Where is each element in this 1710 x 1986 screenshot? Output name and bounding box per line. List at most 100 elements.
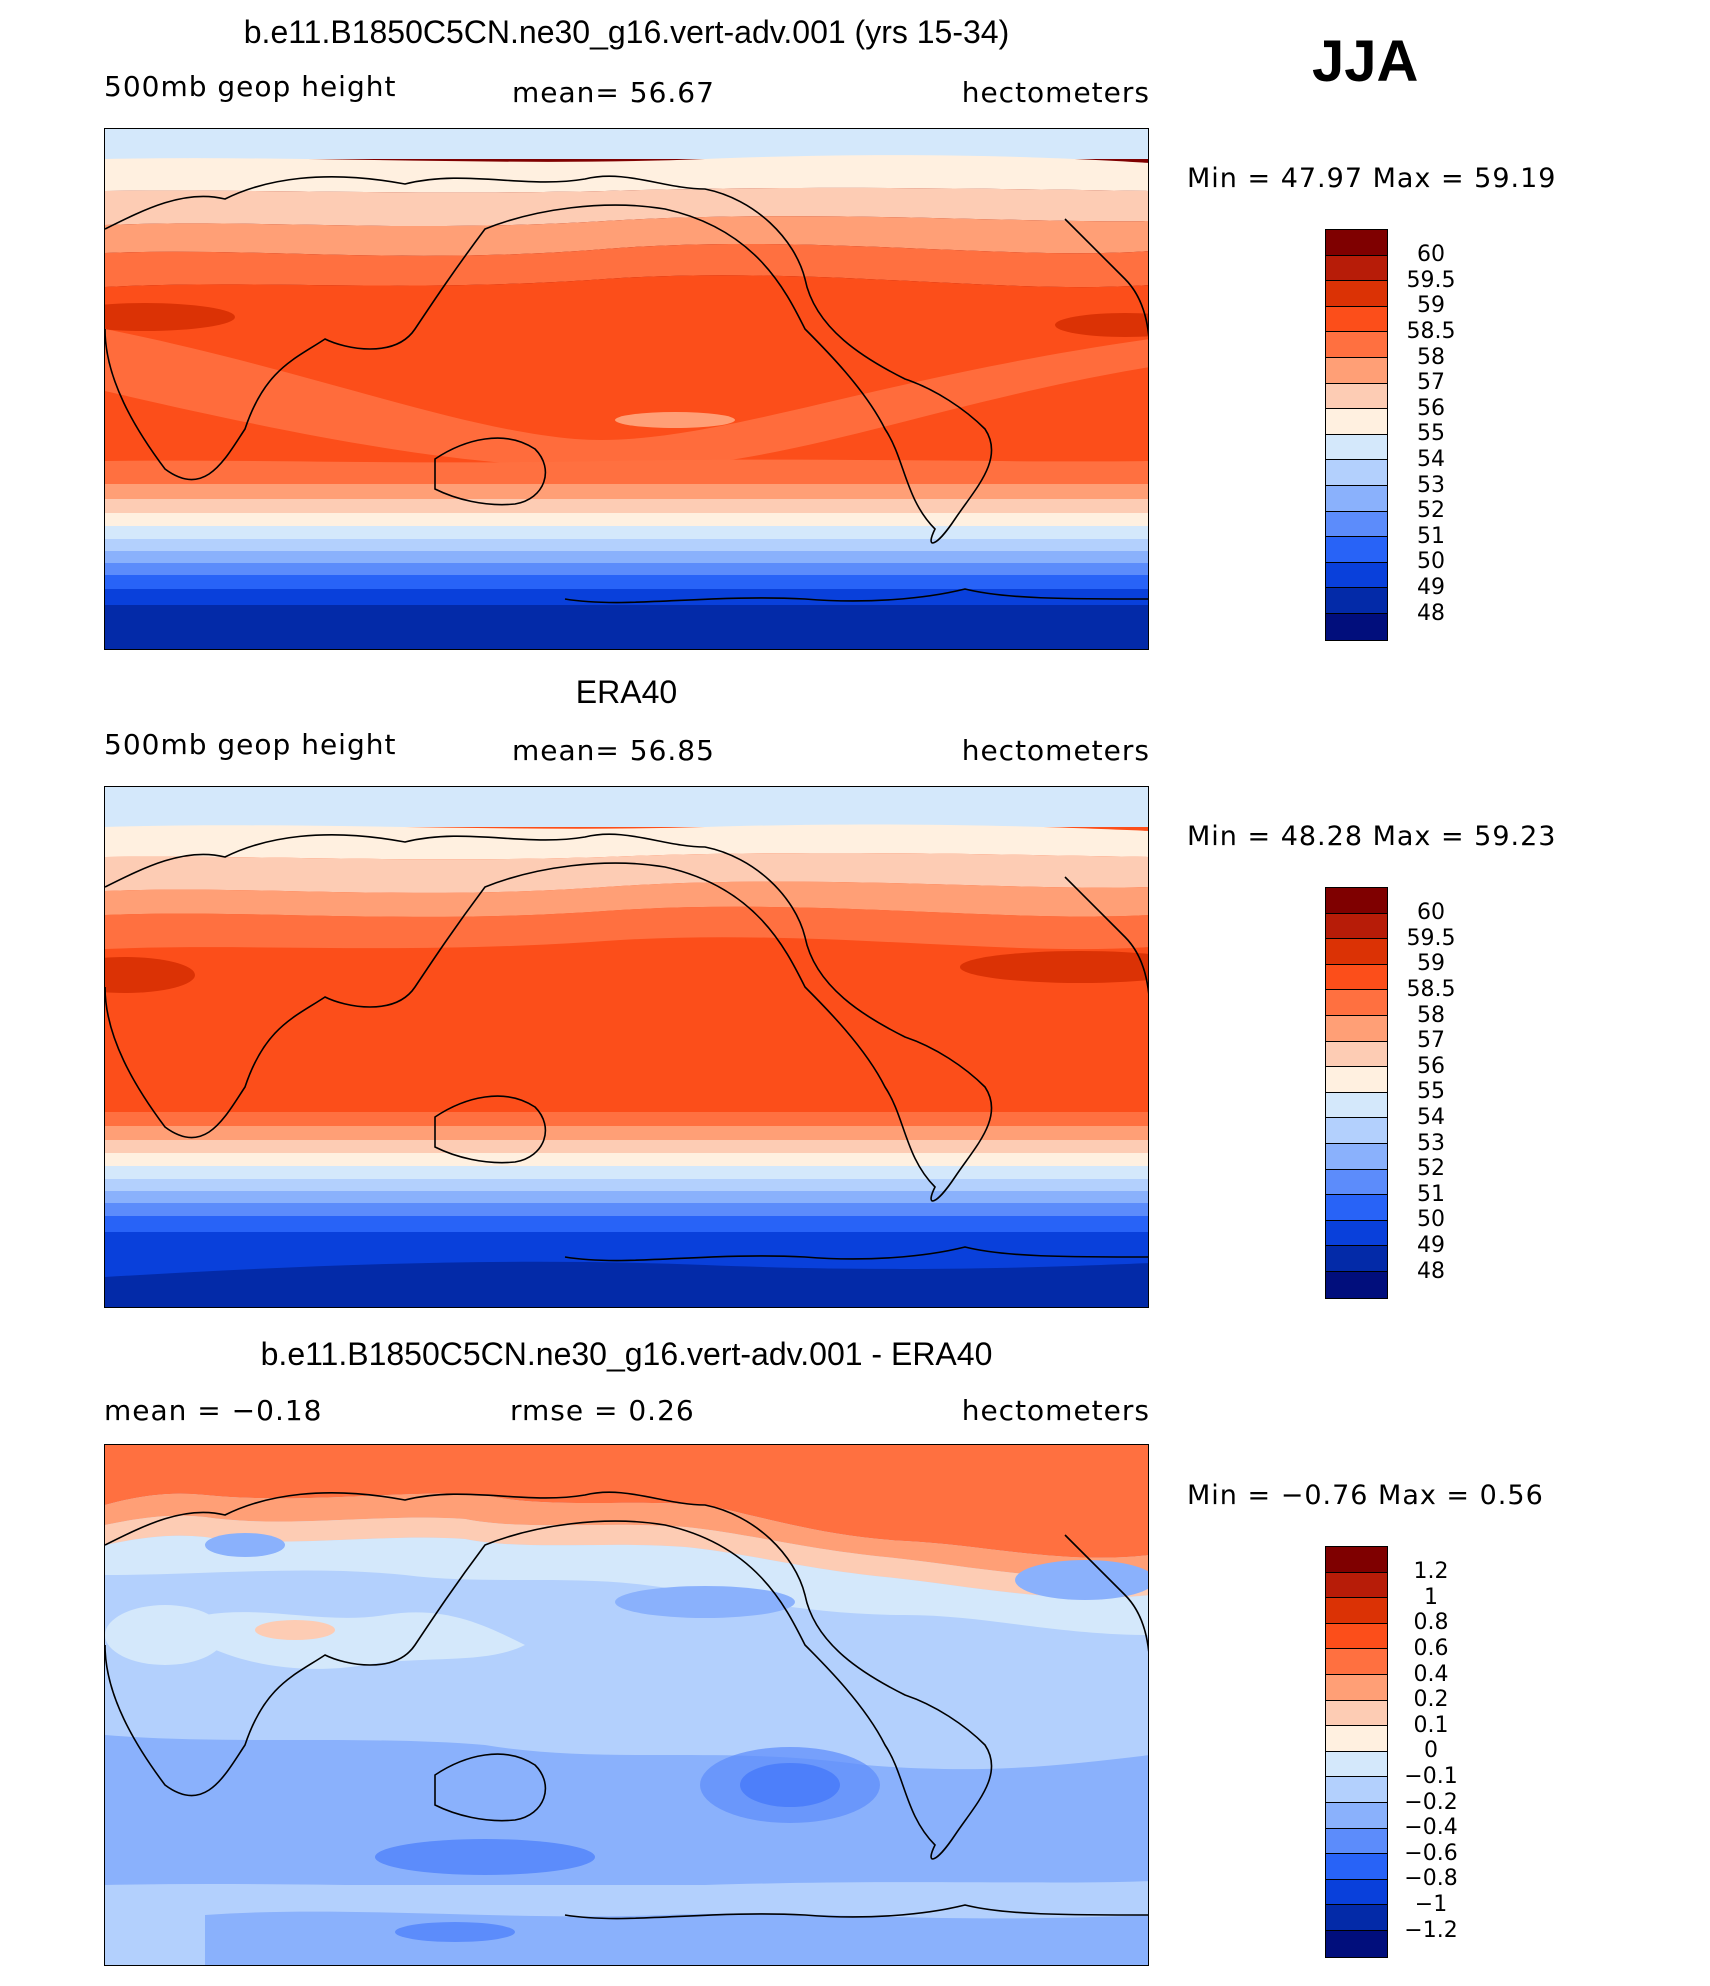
p2-band-54 (105, 787, 1148, 827)
p3-patch-warm (255, 1620, 335, 1640)
panel2-minmax: Min = 48.28 Max = 59.23 (1187, 821, 1557, 852)
p3-level-label: 0.6 (1413, 1636, 1449, 1661)
p1-patch-57 (615, 412, 735, 428)
p1-band-56-s (105, 499, 1148, 513)
panel1-mean: mean= 56.67 (512, 76, 715, 109)
p2-swatch-15 (1326, 1271, 1387, 1298)
p2-band-56 (105, 852, 1148, 893)
p1-continents (105, 175, 993, 544)
p1-patch-59-b (1055, 313, 1148, 337)
p1-coastlines (105, 175, 1148, 604)
p1-swatch-9 (1326, 460, 1387, 486)
p2-swatch-0 (1326, 888, 1387, 914)
p2-patch-59-a (105, 957, 195, 993)
p2-swatch-5 (1326, 1015, 1387, 1042)
p2-level-label: 48 (1417, 1259, 1445, 1284)
panel2-colorbar (1325, 887, 1388, 1299)
p3-level-label: 0.1 (1413, 1713, 1449, 1738)
p1-band-50-s (105, 575, 1148, 589)
p3-level-label: −0.2 (1404, 1790, 1458, 1815)
p2-australia (434, 1095, 547, 1164)
p1-europe-coast (1064, 218, 1148, 337)
p3-arctic-04 (105, 1445, 1148, 1558)
p2-band-53-s (105, 1179, 1148, 1191)
p3-swatch-4 (1326, 1649, 1387, 1675)
p3-swatch-10 (1326, 1802, 1387, 1829)
panel1-units: hectometers (961, 76, 1150, 109)
p3-level-label: 1.2 (1413, 1559, 1449, 1584)
p1-australia (434, 437, 547, 506)
p3-swatch-8 (1326, 1751, 1387, 1778)
panel1-colorbar (1325, 229, 1388, 641)
p3-europe-coast (1064, 1534, 1148, 1653)
panel3-minmax: Min = −0.76 Max = 0.56 (1187, 1480, 1544, 1511)
p2-level-label: 50 (1417, 1207, 1445, 1232)
p1-swatch-14 (1326, 588, 1387, 614)
p1-swatch-1 (1326, 255, 1387, 282)
p2-swatch-7 (1326, 1067, 1387, 1093)
p3-level-label: −1 (1414, 1892, 1448, 1917)
p3-swatch-0 (1326, 1547, 1387, 1573)
p3-patch-n06-b (375, 1839, 595, 1875)
p2-continents (105, 833, 993, 1202)
p3-arctic-02 (105, 1493, 1148, 1578)
p1-swatch-13 (1326, 562, 1387, 589)
p2-swatch-2 (1326, 939, 1387, 965)
p2-swatch-10 (1326, 1143, 1387, 1170)
p3-patch-natl (1015, 1560, 1148, 1600)
p1-level-label: 48 (1417, 601, 1445, 626)
p1-band-51-s (105, 563, 1148, 575)
p3-level-label: −0.4 (1404, 1815, 1458, 1840)
p1-swatch-4 (1326, 332, 1387, 358)
p3-level-label: 0 (1424, 1738, 1438, 1763)
p2-band-51-s (105, 1203, 1148, 1216)
p1-band-58 (105, 243, 1148, 288)
p3-antarctica (564, 1904, 1148, 1920)
p2-level-label: 59 (1417, 951, 1445, 976)
p1-swatch-12 (1326, 537, 1387, 563)
p2-swatch-8 (1326, 1092, 1387, 1119)
p2-band-58 (105, 906, 1148, 950)
p2-swatch-11 (1326, 1169, 1387, 1196)
p1-swatch-8 (1326, 434, 1387, 461)
panel1-map-svg (105, 129, 1148, 649)
p1-swatch-15 (1326, 613, 1387, 640)
p1-patch-59-a (105, 303, 235, 331)
p3-swatch-9 (1326, 1777, 1387, 1803)
panel1-map (104, 128, 1149, 650)
p2-level-label: 51 (1417, 1182, 1445, 1207)
p1-level-label: 55 (1417, 421, 1445, 446)
p1-band-57-s (105, 484, 1148, 499)
p3-level-label: −1.2 (1404, 1918, 1458, 1943)
p3-antarctic-3 (395, 1922, 515, 1942)
p1-level-label: 57 (1417, 370, 1445, 395)
panel1-minmax: Min = 47.97 Max = 59.19 (1187, 163, 1557, 194)
panel2-map-svg (105, 787, 1148, 1307)
p1-level-label: 58.5 (1406, 319, 1456, 344)
p3-swatch-14 (1326, 1905, 1387, 1931)
p1-swatch-6 (1326, 383, 1387, 410)
p3-level-label: 0.4 (1413, 1662, 1449, 1687)
p2-swatch-12 (1326, 1195, 1387, 1221)
p2-antarctica (564, 1246, 1148, 1262)
p2-europe-coast (1064, 876, 1148, 995)
p1-level-label: 51 (1417, 524, 1445, 549)
panel2-map (104, 786, 1149, 1308)
p1-band-52-s (105, 551, 1148, 563)
p1-level-label: 49 (1417, 575, 1445, 600)
p2-band-57 (105, 881, 1148, 917)
p1-level-label: 53 (1417, 473, 1445, 498)
p1-swatch-11 (1326, 511, 1387, 538)
p2-level-label: 59.5 (1406, 926, 1456, 951)
p1-level-label: 59.5 (1406, 268, 1456, 293)
p3-arctic-00 (105, 1535, 1148, 1635)
p1-level-label: 56 (1417, 396, 1445, 421)
p1-band-56 (105, 187, 1148, 227)
p2-swatch-13 (1326, 1220, 1387, 1247)
p2-level-label: 56 (1417, 1054, 1445, 1079)
p2-swatch-9 (1326, 1118, 1387, 1144)
p2-level-label: 58.5 (1406, 977, 1456, 1002)
p3-antarctic-2 (205, 1911, 1148, 1965)
p2-band-48-s (105, 1261, 1148, 1307)
p3-coastlines (105, 1491, 1148, 1920)
